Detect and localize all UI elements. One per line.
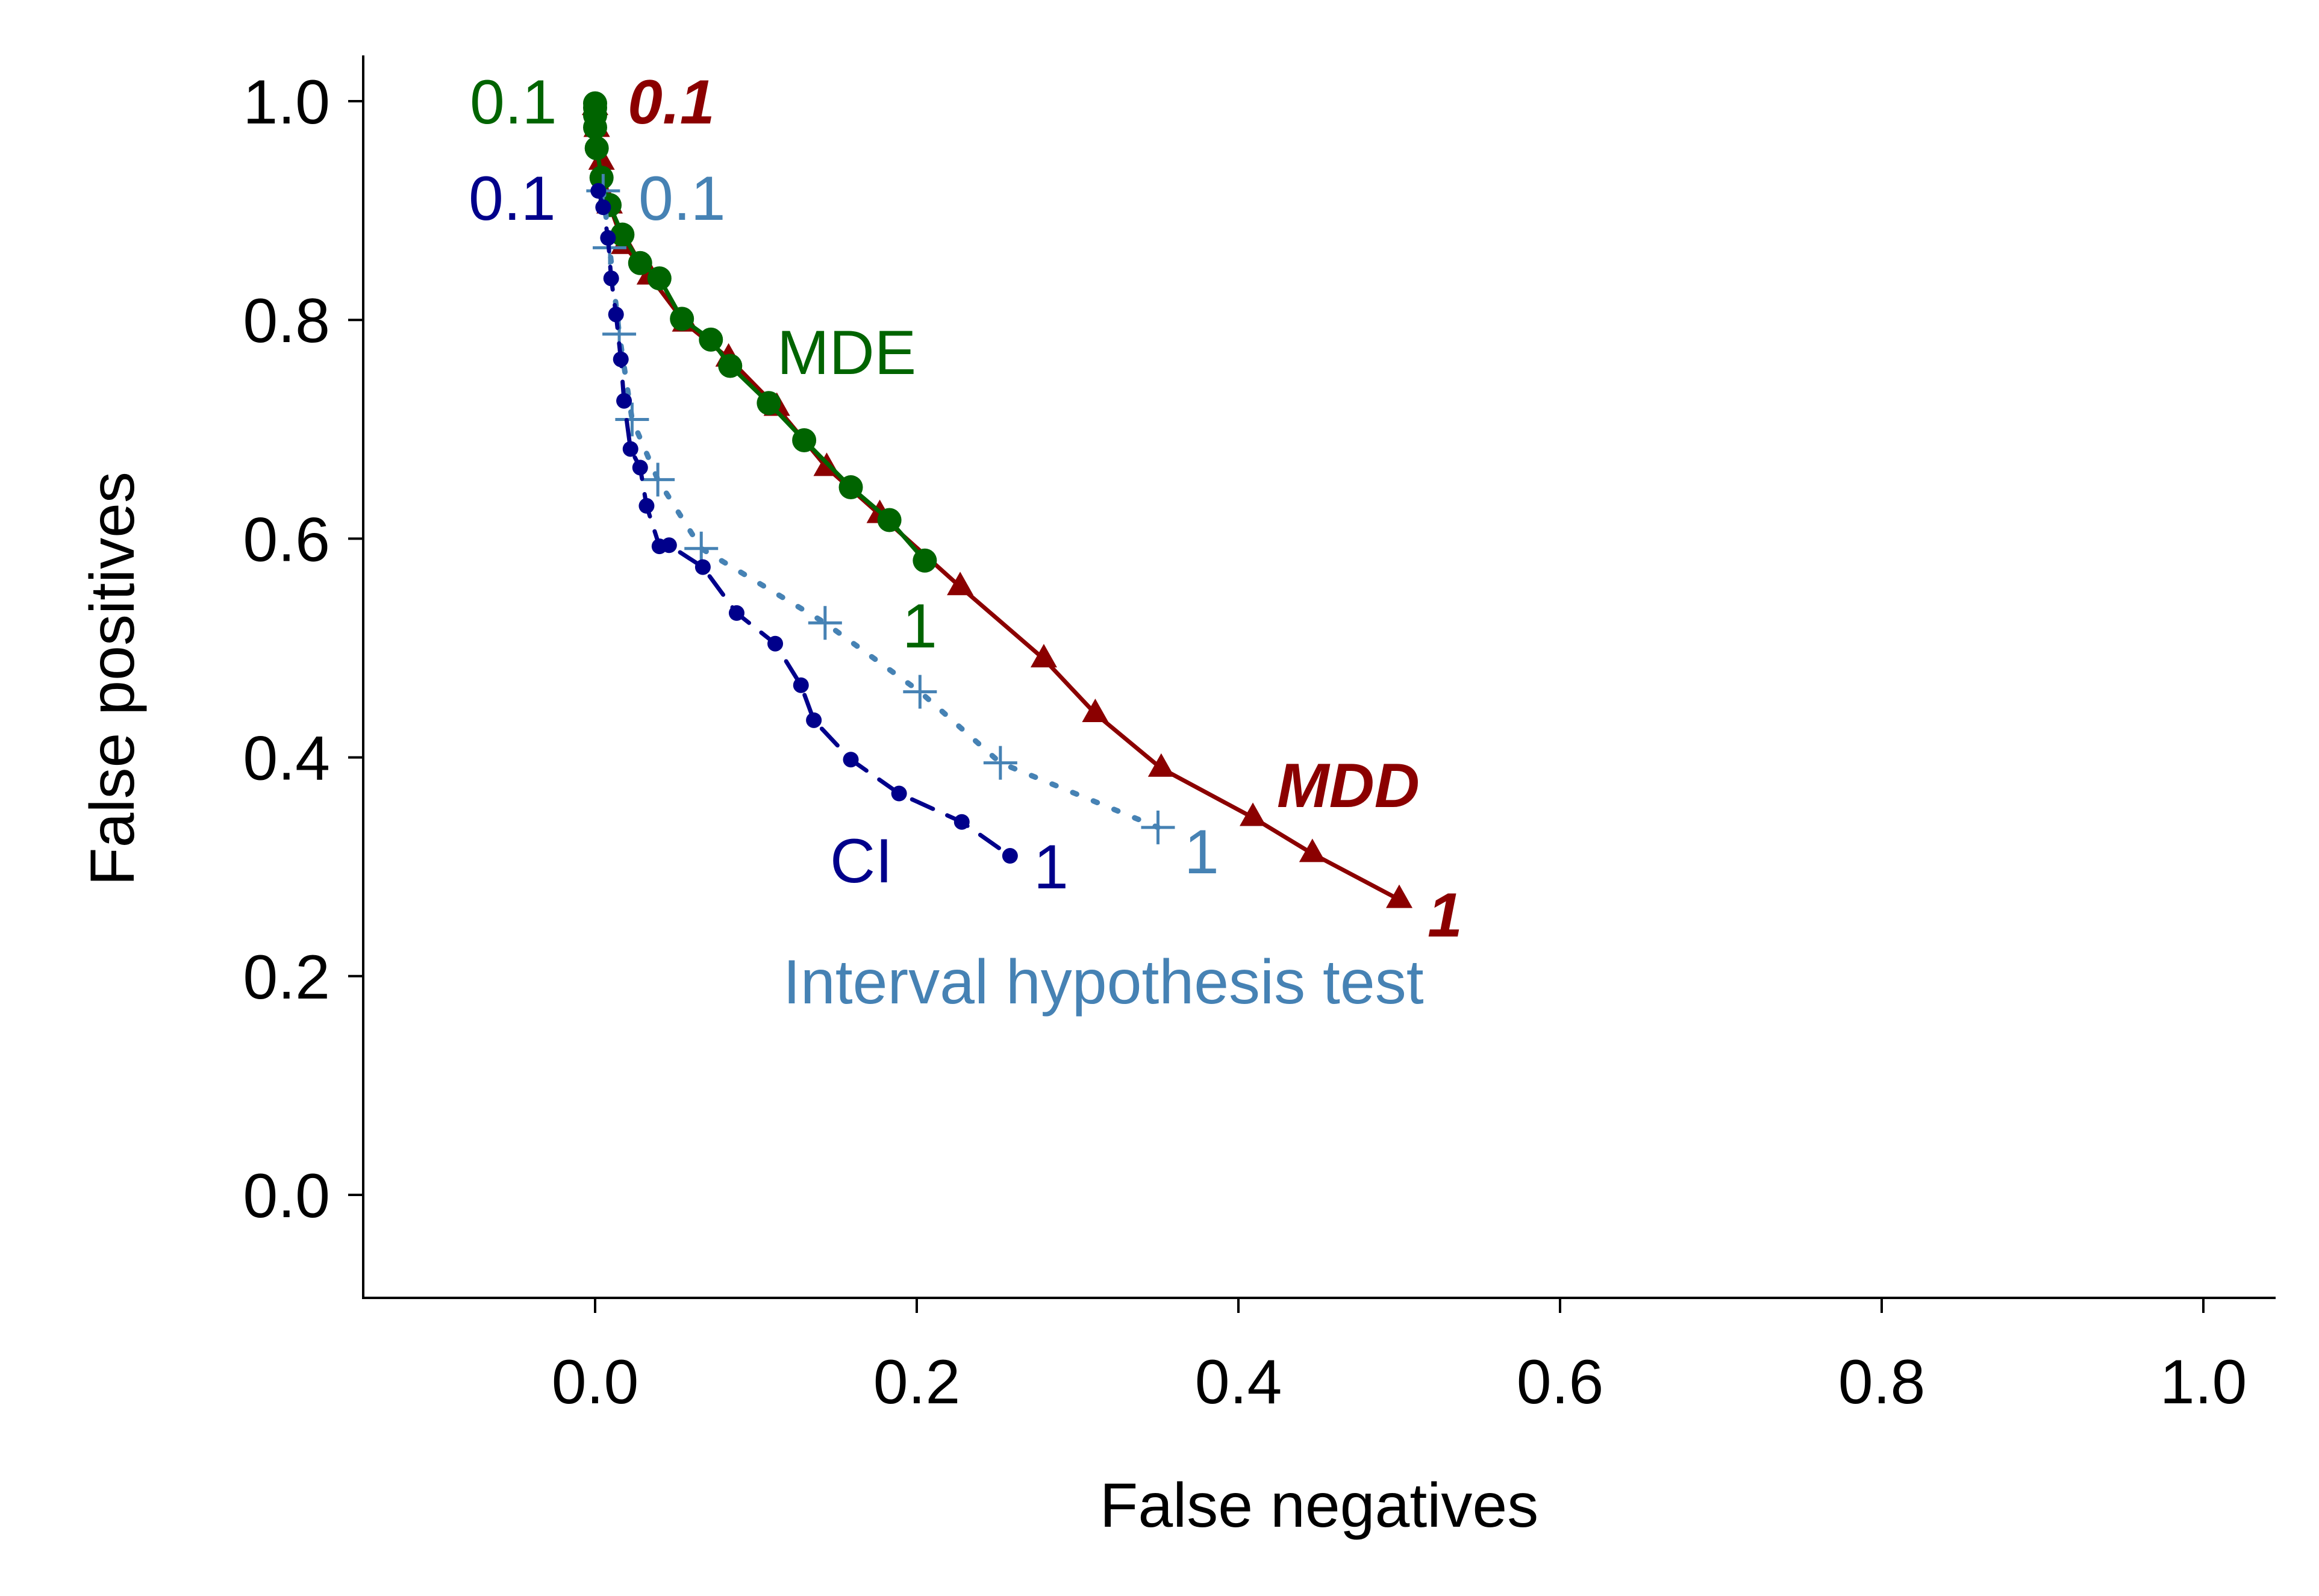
data-point-ci — [843, 752, 859, 768]
series-label-mde: MDE — [777, 318, 916, 388]
data-point-mdd — [1299, 838, 1326, 862]
data-point-mde — [628, 251, 652, 275]
data-point-ci — [595, 199, 611, 216]
x-tick-label: 0.4 — [1195, 1347, 1282, 1417]
x-tick-label: 0.2 — [873, 1347, 961, 1417]
data-point-mde — [838, 475, 863, 500]
data-point-mdd — [1030, 644, 1057, 668]
data-point-mdd — [1147, 753, 1175, 777]
data-point-ci — [600, 230, 616, 246]
data-point-mde — [610, 222, 635, 247]
data-point-ci — [613, 351, 629, 367]
x-axis-title: False negatives — [1100, 1471, 1538, 1541]
series-ci — [590, 182, 1018, 864]
data-point-mde — [699, 327, 723, 352]
data-point-mde — [584, 136, 609, 161]
data-point-ci — [608, 307, 624, 323]
data-point-ci — [622, 441, 638, 457]
data-point-ci — [954, 814, 970, 830]
data-point-mdd — [1082, 698, 1109, 722]
start-label-mdd: 0.1 — [628, 67, 715, 137]
data-point-ci — [661, 537, 677, 553]
axes: 0.0 0.2 0.4 0.6 0.8 1.0 0.0 0.2 0.4 0.6 0.8 1.0 — [243, 55, 2276, 1417]
data-point-interval-hypothesis-test — [1141, 810, 1175, 844]
data-point-ci — [1002, 848, 1018, 864]
data-point-mdd — [1386, 884, 1412, 908]
data-point-ci — [632, 460, 648, 476]
data-point-mde — [670, 307, 694, 331]
data-point-mde — [757, 391, 781, 416]
y-ticks: 0.0 0.2 0.4 0.6 0.8 1.0 — [243, 67, 363, 1231]
y-tick-label: 0.0 — [243, 1161, 330, 1231]
data-point-mde — [877, 508, 902, 532]
data-point-ci — [694, 559, 711, 575]
data-point-ci — [728, 605, 744, 621]
data-point-mde — [913, 548, 937, 573]
end-label-ci: 1 — [1034, 832, 1069, 902]
data-point-ci — [590, 182, 607, 199]
data-point-interval-hypothesis-test — [808, 606, 842, 640]
series-mde — [583, 91, 937, 573]
series-label-interval-hypothesis-test: Interval hypothesis test — [783, 947, 1424, 1017]
data-point-ci — [793, 677, 809, 693]
data-point-mde — [583, 115, 607, 140]
series-label-mdd: MDD — [1277, 751, 1420, 821]
y-tick-label: 0.6 — [243, 505, 330, 575]
data-point-mdd — [1240, 802, 1267, 826]
y-tick-label: 1.0 — [243, 67, 330, 137]
data-point-interval-hypothesis-test — [983, 746, 1017, 780]
y-tick-label: 0.8 — [243, 286, 330, 356]
data-point-interval-hypothesis-test — [615, 402, 649, 437]
end-label-interval-hypothesis-test: 1 — [1184, 817, 1219, 887]
end-label-mdd: 1 — [1428, 881, 1462, 950]
data-point-mde — [647, 266, 672, 291]
x-tick-label: 0.8 — [1838, 1347, 1926, 1417]
series-label-ci: CI — [830, 826, 893, 896]
data-point-mde — [792, 428, 817, 452]
data-point-ci — [616, 393, 632, 409]
data-point-ci — [603, 270, 619, 287]
data-point-ci — [638, 497, 655, 514]
data-point-mde — [718, 354, 743, 378]
y-tick-label: 0.2 — [243, 943, 330, 1012]
data-point-ci — [806, 712, 822, 728]
y-tick-label: 0.4 — [243, 724, 330, 794]
x-ticks: 0.0 0.2 0.4 0.6 0.8 1.0 — [552, 1298, 2247, 1417]
data-point-mdd — [947, 572, 974, 596]
end-label-mde: 1 — [902, 591, 937, 661]
data-point-ci — [767, 635, 784, 652]
data-point-interval-hypothesis-test — [903, 675, 937, 709]
data-point-interval-hypothesis-test — [641, 463, 675, 497]
x-tick-label: 0.0 — [552, 1347, 639, 1417]
start-label-interval-hypothesis-test: 0.1 — [638, 164, 726, 234]
x-tick-label: 0.6 — [1517, 1347, 1604, 1417]
x-tick-label: 1.0 — [2160, 1347, 2247, 1417]
data-point-ci — [891, 785, 907, 802]
start-label-mde: 0.1 — [470, 67, 557, 137]
start-label-ci: 0.1 — [469, 164, 556, 234]
y-axis-title: False positives — [78, 472, 148, 886]
series-line-interval-hypothesis-test — [600, 188, 1161, 831]
